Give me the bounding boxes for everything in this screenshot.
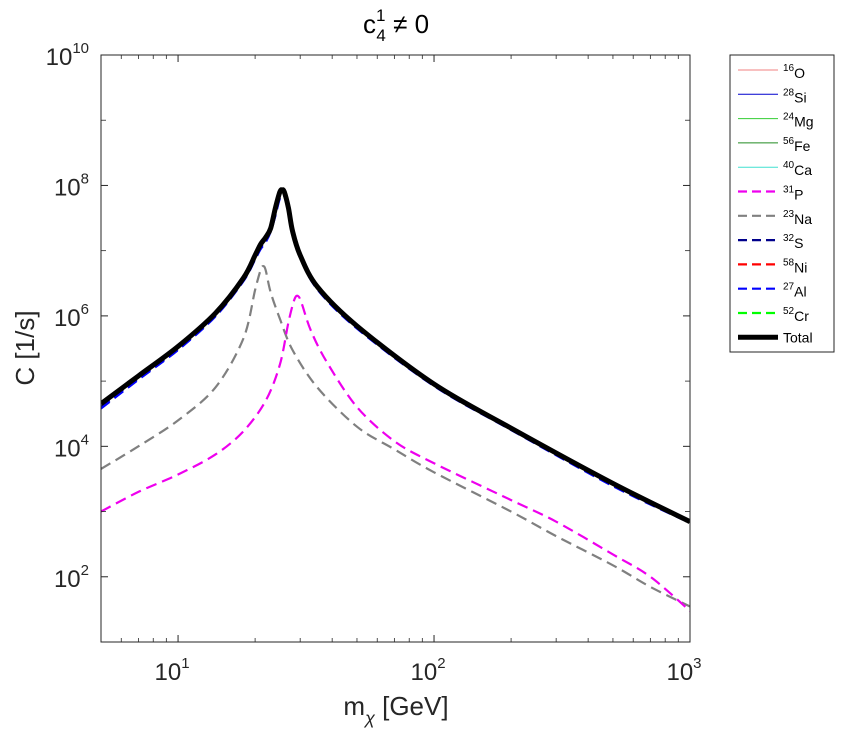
x-tick-exponent: 3 [693, 655, 701, 672]
legend-element-symbol: P [794, 187, 803, 203]
series-line-na [101, 265, 690, 608]
x-tick-exponent: 2 [437, 655, 445, 672]
xlabel-subscript: χ [363, 708, 376, 728]
title-base: c [363, 9, 376, 39]
legend-label-al: 27Al [783, 282, 807, 300]
y-tick-label: 108 [54, 170, 89, 201]
y-tick-label: 106 [54, 301, 89, 332]
plot-frame [100, 54, 691, 643]
legend-label-si: 28Si [783, 87, 807, 105]
y-tick-exponent: 2 [81, 562, 89, 579]
legend-label-na: 23Na [783, 209, 812, 227]
legend-label-fe: 56Fe [783, 136, 811, 154]
y-axis-label: C [1/s] [10, 310, 40, 385]
legend-label-ni: 58Ni [783, 257, 807, 275]
series-line-p [101, 294, 690, 612]
legend-element-symbol: Al [794, 284, 806, 300]
legend-element-symbol: Na [794, 211, 812, 227]
y-tick-exponent: 10 [72, 40, 89, 57]
x-tick-base: 10 [666, 659, 693, 686]
legend: 16O28Si24Mg56Fe40Ca31P23Na32S58Ni27Al52C… [729, 54, 835, 353]
legend-element-symbol: Mg [794, 114, 813, 130]
legend-isotope-number: 24 [783, 112, 795, 123]
chart-title: c1 4 ≠ 0 [363, 6, 429, 45]
legend-element-symbol: O [794, 65, 805, 81]
legend-label-total: Total [783, 329, 813, 345]
legend-isotope-number: 40 [783, 160, 795, 171]
legend-box [729, 54, 835, 353]
legend-label-s: 32S [783, 233, 803, 251]
legend-isotope-number: 58 [783, 257, 795, 268]
y-tick-base: 10 [54, 566, 81, 593]
legend-element-symbol: Fe [794, 138, 811, 154]
y-tick-label: 104 [54, 431, 89, 462]
xlabel-base: m [343, 691, 365, 721]
y-tick-exponent: 8 [81, 170, 89, 187]
y-tick-base: 10 [54, 174, 81, 201]
legend-element-symbol: Cr [794, 308, 809, 324]
legend-series-name: Total [783, 329, 813, 345]
legend-element-symbol: Ni [794, 259, 807, 275]
legend-element-symbol: Ca [794, 162, 812, 178]
x-tick-base: 10 [411, 659, 438, 686]
y-tick-exponent: 4 [81, 431, 89, 448]
legend-label-cr: 52Cr [783, 306, 809, 324]
title-rest: ≠ 0 [386, 9, 429, 39]
legend-element-symbol: Si [794, 89, 806, 105]
legend-element-symbol: S [794, 235, 803, 251]
title-superscript: 1 [376, 6, 385, 25]
x-tick-exponent: 1 [181, 655, 189, 672]
legend-label-mg: 24Mg [783, 112, 814, 130]
y-tick-label: 1010 [46, 40, 89, 71]
legend-isotope-number: 31 [783, 185, 795, 196]
legend-isotope-number: 28 [783, 87, 795, 98]
legend-label-ca: 40Ca [783, 160, 812, 178]
y-tick-base: 10 [54, 305, 81, 332]
title-subscript: 4 [376, 26, 385, 45]
plot-area [101, 55, 690, 642]
legend-isotope-number: 56 [783, 136, 795, 147]
y-tick-label: 102 [54, 562, 89, 593]
x-axis-label: mχ [GeV] [343, 691, 448, 728]
legend-label-p: 31P [783, 185, 803, 203]
x-tick-label: 102 [411, 655, 446, 686]
xlabel-rest: [GeV] [375, 691, 449, 721]
y-tick-exponent: 6 [81, 301, 89, 318]
legend-isotope-number: 27 [783, 282, 795, 293]
y-tick-base: 10 [54, 435, 81, 462]
legend-label-o: 16O [783, 63, 805, 81]
series-lines [101, 187, 690, 612]
legend-isotope-number: 32 [783, 233, 795, 244]
legend-isotope-number: 16 [783, 63, 795, 74]
x-tick-label: 101 [155, 655, 190, 686]
y-tick-base: 10 [46, 44, 73, 71]
legend-isotope-number: 23 [783, 209, 795, 220]
legend-isotope-number: 52 [783, 306, 795, 317]
x-tick-label: 103 [666, 655, 701, 686]
x-tick-base: 10 [155, 659, 182, 686]
series-line-total [101, 187, 690, 524]
